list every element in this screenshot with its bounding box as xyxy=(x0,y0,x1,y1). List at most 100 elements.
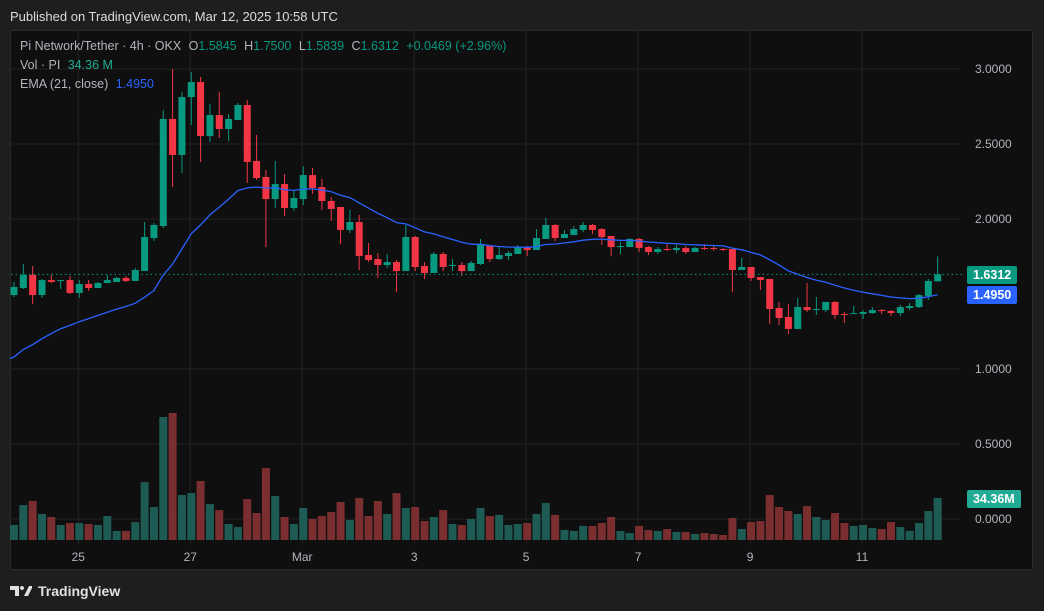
price-tick-label: 2.5000 xyxy=(975,137,1012,151)
volume-bar xyxy=(233,527,242,540)
ema-line xyxy=(9,186,938,360)
volume-bar xyxy=(513,523,522,540)
volume-bar xyxy=(700,533,709,540)
candle-body xyxy=(644,247,652,252)
volume-bar xyxy=(93,524,102,540)
candle-body xyxy=(635,238,643,248)
volume-label[interactable]: Vol · PI xyxy=(20,58,61,72)
close-value: 1.6312 xyxy=(360,39,399,53)
candle-body xyxy=(57,280,65,282)
volume-bar xyxy=(168,412,177,540)
candle-body xyxy=(486,246,494,260)
volume-bar xyxy=(373,501,382,540)
volume-bar xyxy=(457,524,466,540)
candle-body xyxy=(924,280,932,296)
volume-bar xyxy=(84,523,93,540)
volume-bar xyxy=(672,532,681,540)
candle-body xyxy=(449,264,457,266)
volume-bar xyxy=(317,516,326,540)
volume-bar xyxy=(485,516,494,540)
volume-bar xyxy=(588,525,597,540)
volume-bar xyxy=(915,523,924,540)
symbol-title[interactable]: Pi Network/Tether · 4h · OKX xyxy=(20,39,182,53)
legend-ohlc: Pi Network/Tether · 4h · OKX O1.5845 H1.… xyxy=(20,39,510,53)
candle-body xyxy=(439,253,447,267)
volume-bar xyxy=(65,523,74,540)
volume-bar xyxy=(831,512,840,540)
candle-body xyxy=(393,262,401,272)
open-value: 1.5845 xyxy=(198,39,237,53)
candle-body xyxy=(169,118,177,155)
volume-bar xyxy=(784,511,793,540)
candle-body xyxy=(430,253,438,273)
candle-body xyxy=(672,247,680,251)
volume-bar xyxy=(523,523,532,540)
low-label: L xyxy=(298,39,306,53)
candle-body xyxy=(374,259,382,266)
grid xyxy=(11,31,960,545)
candle-body xyxy=(402,237,410,272)
volume-bar xyxy=(271,495,280,540)
candle-body xyxy=(663,249,671,251)
ema-label[interactable]: EMA (21, close) xyxy=(20,77,109,91)
volume-bar xyxy=(541,502,550,540)
published-caption: Published on TradingView.com, Mar 12, 20… xyxy=(10,9,338,24)
candle-body xyxy=(542,225,550,239)
candle-body xyxy=(579,225,587,230)
volume-bar xyxy=(19,505,28,540)
candle-body xyxy=(747,267,755,278)
time-tick-label: 9 xyxy=(747,550,754,564)
ema-price-label: 1.4950 xyxy=(967,286,1018,304)
candle-body xyxy=(878,310,886,312)
volume-bar xyxy=(37,513,46,540)
volume-bar xyxy=(112,530,121,540)
high-value: 1.7500 xyxy=(253,39,292,53)
candle-body xyxy=(607,235,615,248)
candle-body xyxy=(29,274,37,296)
volume-bar xyxy=(812,517,821,540)
candle-body xyxy=(532,238,540,251)
candle-body xyxy=(85,283,93,288)
volume-bar xyxy=(47,517,56,540)
volume-bar xyxy=(75,523,84,540)
volume-bar xyxy=(933,497,942,540)
volume-bar xyxy=(905,530,914,540)
candle-body xyxy=(803,307,811,311)
time-tick-label: 11 xyxy=(856,550,869,564)
volume-bar xyxy=(467,518,476,540)
candle-body xyxy=(570,229,578,236)
candle-body xyxy=(75,283,83,293)
volume-bar xyxy=(607,517,616,540)
candle-body xyxy=(794,307,802,329)
legend-volume: Vol · PI 34.36 M xyxy=(20,58,117,72)
candle-body xyxy=(850,313,858,315)
volume-bar xyxy=(448,523,457,540)
candle-body xyxy=(934,274,942,282)
volume-bar xyxy=(551,514,560,540)
candle-body xyxy=(700,247,708,249)
candle-body xyxy=(514,247,522,254)
candle-body xyxy=(178,97,186,155)
candle-body xyxy=(551,225,559,239)
volume-bar xyxy=(644,529,653,540)
volume-bar xyxy=(868,528,877,540)
time-tick-label: 7 xyxy=(635,550,642,564)
time-tick-label: 25 xyxy=(72,550,86,564)
volume-bar xyxy=(159,417,168,540)
candle-body xyxy=(896,307,904,314)
time-tick-label: 27 xyxy=(184,550,198,564)
candle-body xyxy=(253,160,261,179)
candle-body xyxy=(477,244,484,264)
candle-body xyxy=(495,255,503,260)
volume-bar xyxy=(261,467,270,540)
volume-bar xyxy=(840,523,849,540)
volume-bar xyxy=(821,519,830,540)
candle-body xyxy=(915,295,923,308)
candle-body xyxy=(766,279,774,309)
close-label: C xyxy=(351,39,361,53)
candle-body xyxy=(243,105,251,162)
change-value: +0.0469 (+2.96%) xyxy=(406,39,507,53)
candle-body xyxy=(840,313,848,315)
tradingview-logo[interactable]: TradingView xyxy=(10,583,120,599)
